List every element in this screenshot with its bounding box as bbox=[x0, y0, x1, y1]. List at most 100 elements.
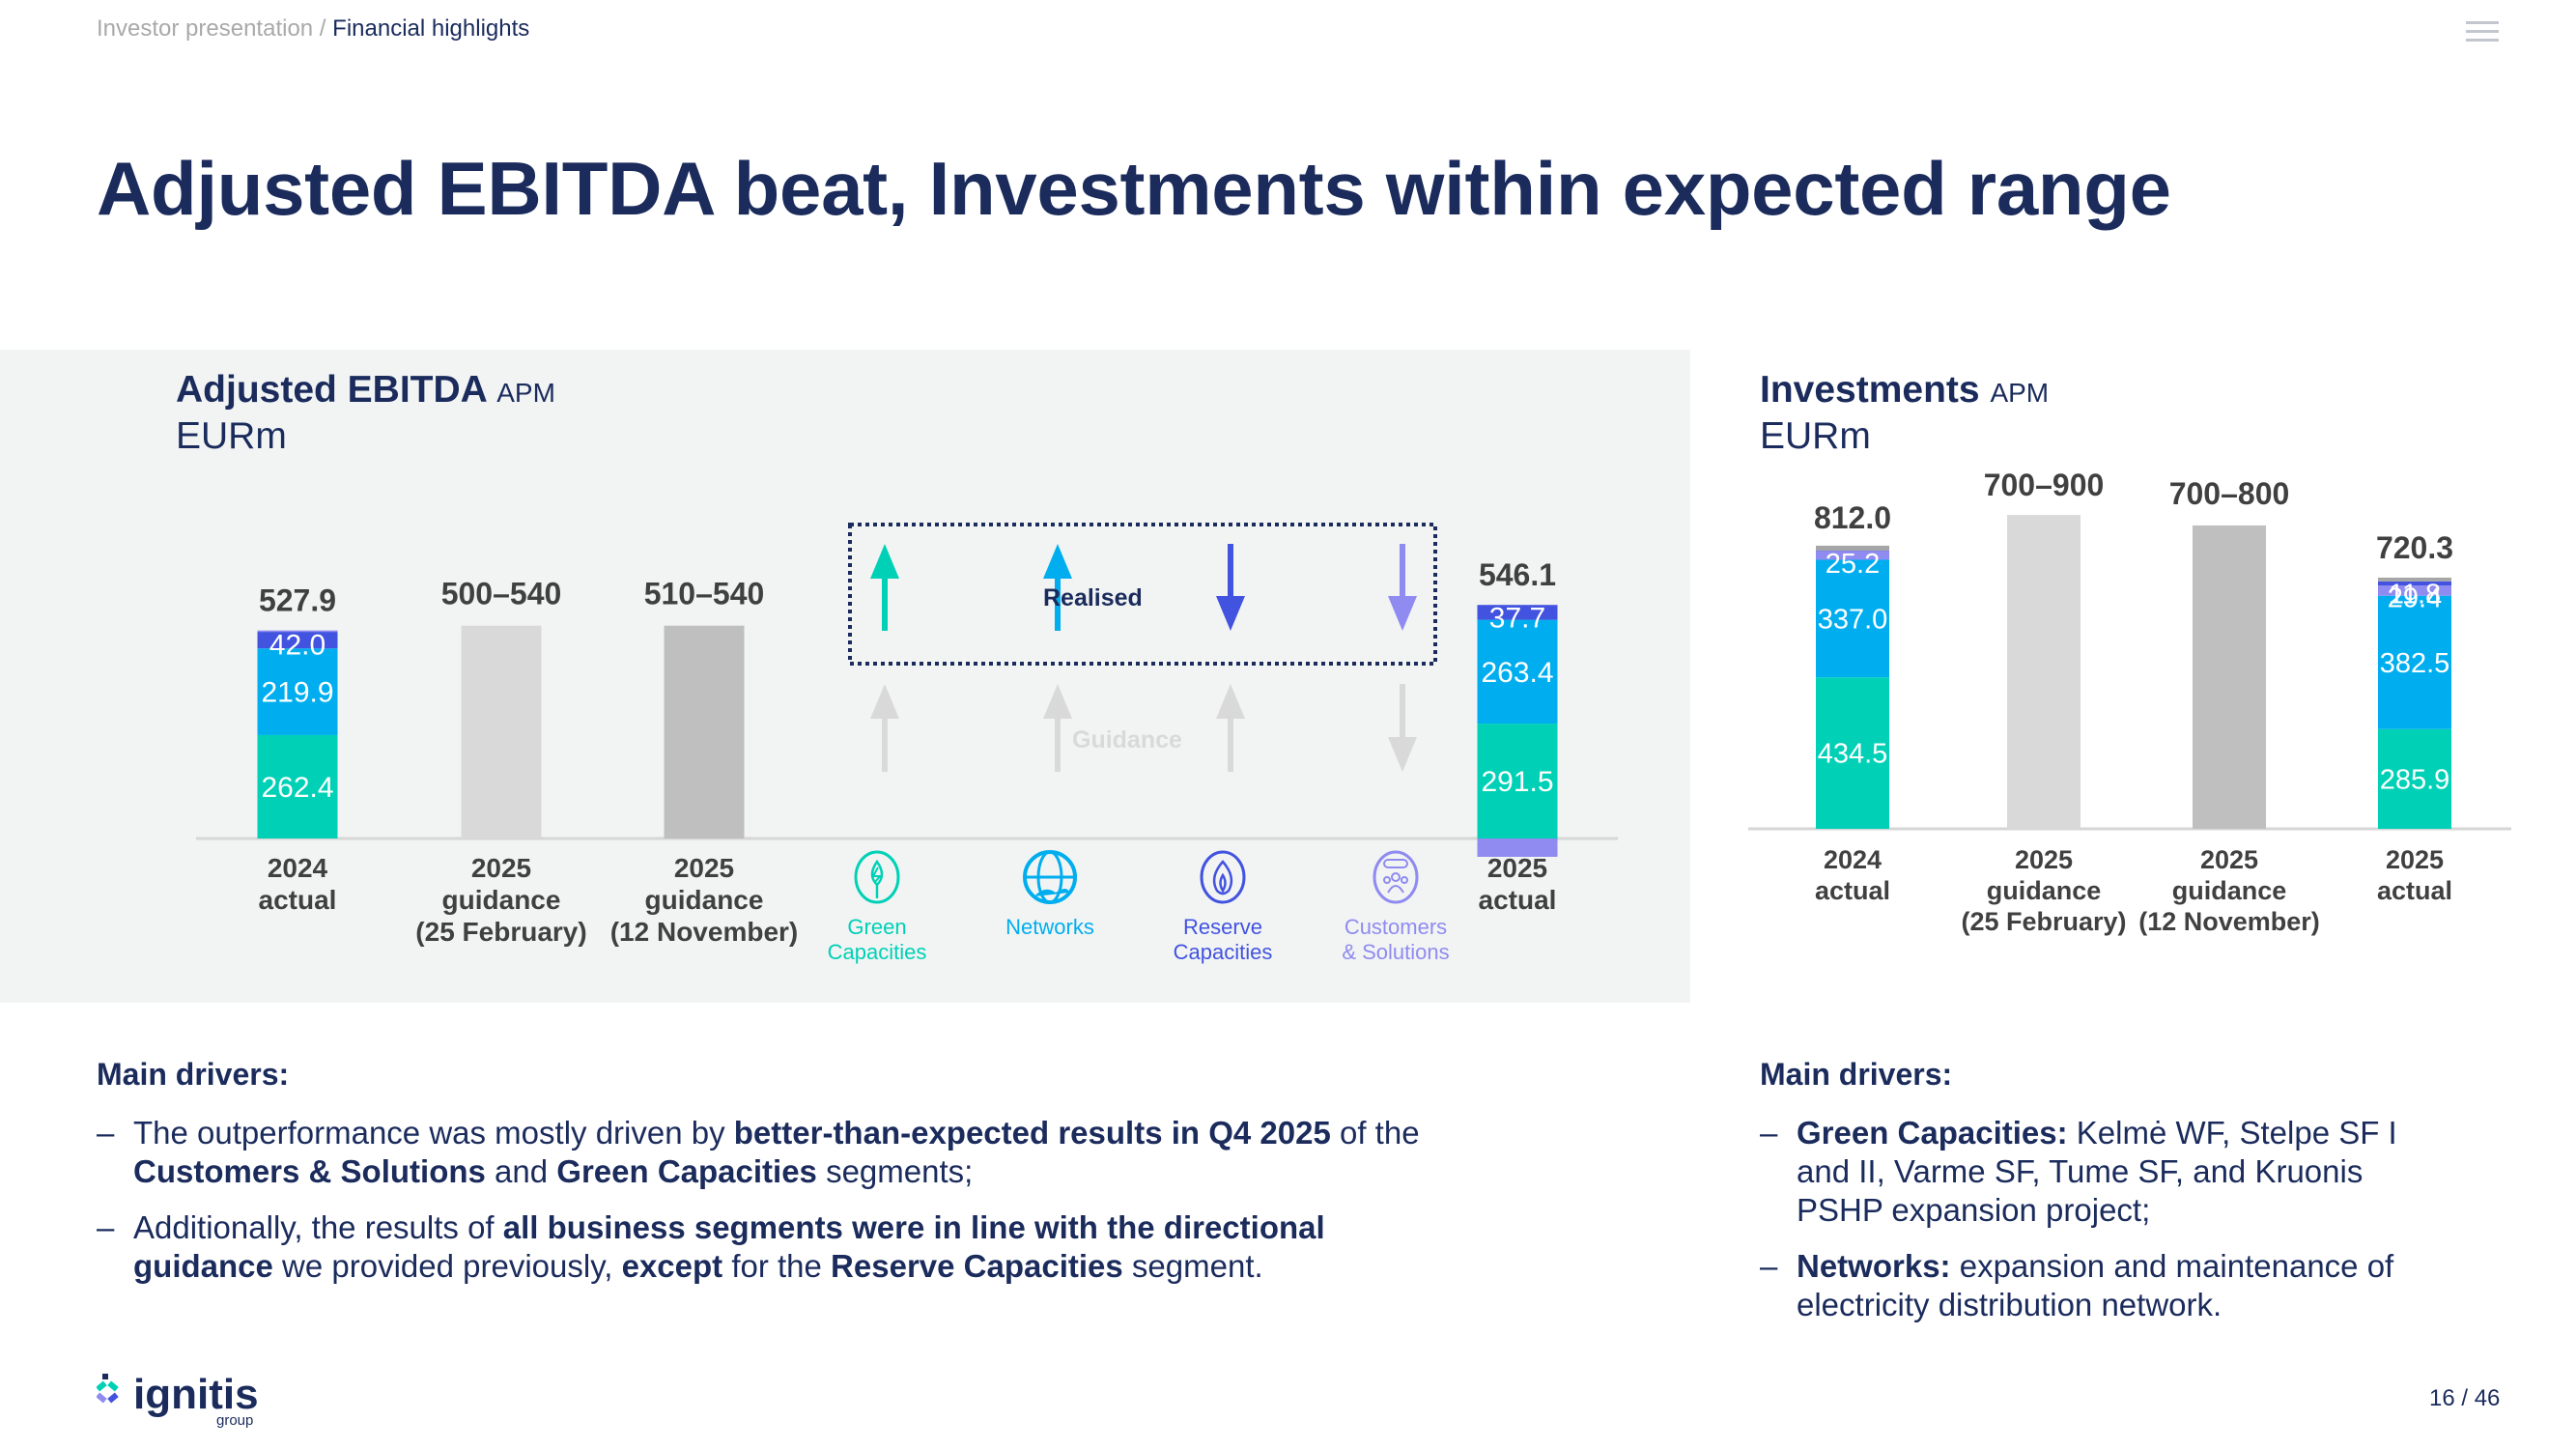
hamburger-menu-icon[interactable] bbox=[2466, 19, 2501, 43]
category-label-line: 2025 bbox=[1486, 853, 1548, 883]
ebitda-chart: 262.4 219.9 42.0 527.9 500–540 510–540 291.5 26… bbox=[196, 557, 1618, 857]
category-label-line: (12 November) bbox=[2138, 907, 2320, 936]
ebitda-drivers-title: Main drivers: bbox=[97, 1057, 290, 1092]
emphasis-text: Green Capacities bbox=[556, 1153, 817, 1189]
segment-legend bbox=[848, 523, 1437, 772]
segment-value-label: 434.5 bbox=[1818, 739, 1888, 770]
page-number: 16 / 46 bbox=[2429, 1385, 2501, 1411]
segment-value-label: 285.9 bbox=[2380, 765, 2450, 796]
investments-title-text: Investments bbox=[1760, 369, 1980, 411]
emphasis-text: Customers & Solutions bbox=[133, 1153, 486, 1189]
bar-segment bbox=[1816, 559, 1889, 678]
category-label-line: guidance bbox=[441, 885, 561, 915]
segment-value-label: 11.8 bbox=[2389, 579, 2441, 610]
arrow-up-icon bbox=[870, 544, 899, 631]
investments-chart: 434.5 337.0 25.2 812.0 700–900 700–800 285.9 38… bbox=[1748, 468, 2511, 831]
bar-segment bbox=[2378, 581, 2451, 586]
category-label-line: 2025 bbox=[2014, 845, 2074, 874]
arrow-up-icon bbox=[1216, 684, 1245, 772]
total-value-label: 527.9 bbox=[259, 583, 336, 618]
segment-label-line: & Solutions bbox=[1342, 940, 1450, 964]
body-text: segments; bbox=[816, 1153, 974, 1189]
arrow-down-icon bbox=[1388, 544, 1417, 631]
arrow-up-icon bbox=[870, 684, 899, 772]
segment-legend-label: Networks bbox=[963, 915, 1137, 940]
flame-icon bbox=[1200, 850, 1246, 904]
ebitda-title-text: Adjusted EBITDA bbox=[176, 369, 487, 411]
emphasis-text: Green Capacities: bbox=[1797, 1115, 2068, 1151]
realised-box bbox=[848, 523, 1437, 666]
bullet-dash: – bbox=[1760, 1115, 1778, 1151]
realised-label: Realised bbox=[1043, 584, 1143, 611]
logo-sub: group bbox=[216, 1412, 253, 1428]
driver-item: – Green Capacities: Kelmė WF, Stelpe SF I… bbox=[1760, 1114, 2417, 1230]
guidance-label: Guidance bbox=[1072, 726, 1182, 753]
segment-value-label: 37.7 bbox=[1489, 603, 1545, 635]
body-text: for the bbox=[722, 1248, 832, 1284]
globe-network-icon bbox=[1023, 850, 1077, 904]
segment-label-line: Reserve bbox=[1183, 915, 1262, 939]
total-value-label: 720.3 bbox=[2376, 530, 2453, 565]
category-label: 2025 actual bbox=[1401, 852, 1633, 916]
category-label: 2025 guidance (12 November) bbox=[588, 852, 820, 948]
driver-item: – Additionally, the results of all busine… bbox=[97, 1208, 1430, 1286]
bar-segment bbox=[1477, 838, 1558, 857]
guidance-bar bbox=[2007, 515, 2081, 829]
category-label: 2025 guidance (25 February) bbox=[1928, 844, 2160, 937]
segment-legend-item: Green Capacities bbox=[790, 848, 964, 965]
bar-segment bbox=[257, 648, 338, 735]
segment-legend-label: Reserve Capacities bbox=[1136, 915, 1310, 965]
investments-apm-tag: APM bbox=[1990, 378, 2050, 408]
segment-value-label: 262.4 bbox=[261, 772, 333, 804]
segment-legend-item: Customers & Solutions bbox=[1309, 848, 1483, 965]
leaf-energy-icon bbox=[854, 850, 900, 904]
investment-drivers: Main drivers: – Green Capacities: Kelmė W… bbox=[1760, 1057, 2436, 1342]
category-label-line: guidance bbox=[644, 885, 764, 915]
ebitda-unit: EURm bbox=[176, 415, 287, 457]
bullet-dash: – bbox=[97, 1115, 115, 1151]
category-label-line: 2025 bbox=[470, 853, 532, 883]
body-text: Additionally, the results of bbox=[133, 1209, 503, 1245]
category-label-line: actual bbox=[258, 885, 337, 915]
category-label: 2025 actual bbox=[2299, 844, 2531, 906]
ebitda-apm-tag: APM bbox=[496, 378, 555, 408]
investment-drivers-list: – Green Capacities: Kelmė WF, Stelpe SF I… bbox=[1760, 1114, 2417, 1324]
body-text: Kelmė WF, Stelpe SF I and II, Varme SF, … bbox=[1797, 1115, 2397, 1228]
segment-legend-label: Green Capacities bbox=[790, 915, 964, 965]
guidance-bar bbox=[2193, 525, 2266, 829]
bar-segment bbox=[2378, 595, 2451, 729]
category-label-line: actual bbox=[1478, 885, 1557, 915]
category-label-line: 2024 bbox=[1823, 845, 1882, 874]
bar-segment bbox=[257, 632, 338, 649]
emphasis-text: Reserve Capacities bbox=[831, 1248, 1123, 1284]
bar-segment bbox=[1477, 724, 1558, 838]
segment-legend-item: Networks bbox=[963, 848, 1137, 940]
page-title: Adjusted EBITDA beat, Investments within… bbox=[97, 146, 2171, 231]
body-text: segment. bbox=[1122, 1248, 1263, 1284]
total-value-label: 700–800 bbox=[2169, 476, 2290, 511]
category-label-line: actual bbox=[2376, 876, 2453, 905]
category-label-line: 2024 bbox=[267, 853, 328, 883]
category-label-line: (25 February) bbox=[1961, 907, 2127, 936]
ebitda-drivers: Main drivers: – The outperformance was mo… bbox=[97, 1057, 1449, 1303]
segment-value-label: 29.4 bbox=[2388, 583, 2442, 614]
emphasis-text: all business segments were in line with … bbox=[133, 1209, 1325, 1284]
bar-segment bbox=[1816, 677, 1889, 829]
breadcrumb-current: Financial highlights bbox=[332, 15, 530, 42]
breadcrumb-parent[interactable]: Investor presentation bbox=[97, 15, 314, 42]
arrow-down-icon bbox=[1216, 544, 1245, 631]
segment-value-label: 291.5 bbox=[1481, 766, 1553, 798]
category-label-line: (12 November) bbox=[609, 917, 799, 947]
segment-value-label: 219.9 bbox=[261, 677, 333, 709]
investments-unit: EURm bbox=[1760, 415, 1871, 457]
segment-label-line: Networks bbox=[1005, 915, 1094, 939]
total-value-label: 812.0 bbox=[1814, 500, 1891, 535]
bullet-dash: – bbox=[97, 1209, 115, 1245]
arrow-up-icon bbox=[1043, 684, 1072, 772]
emphasis-text: Networks: bbox=[1797, 1248, 1951, 1284]
segment-label-line: Customers bbox=[1344, 915, 1448, 939]
customers-icon bbox=[1373, 850, 1419, 904]
category-label-line: guidance bbox=[2171, 876, 2287, 905]
bar-segment bbox=[1816, 545, 1889, 552]
ebitda-drivers-list: – The outperformance was mostly driven by… bbox=[97, 1114, 1430, 1286]
